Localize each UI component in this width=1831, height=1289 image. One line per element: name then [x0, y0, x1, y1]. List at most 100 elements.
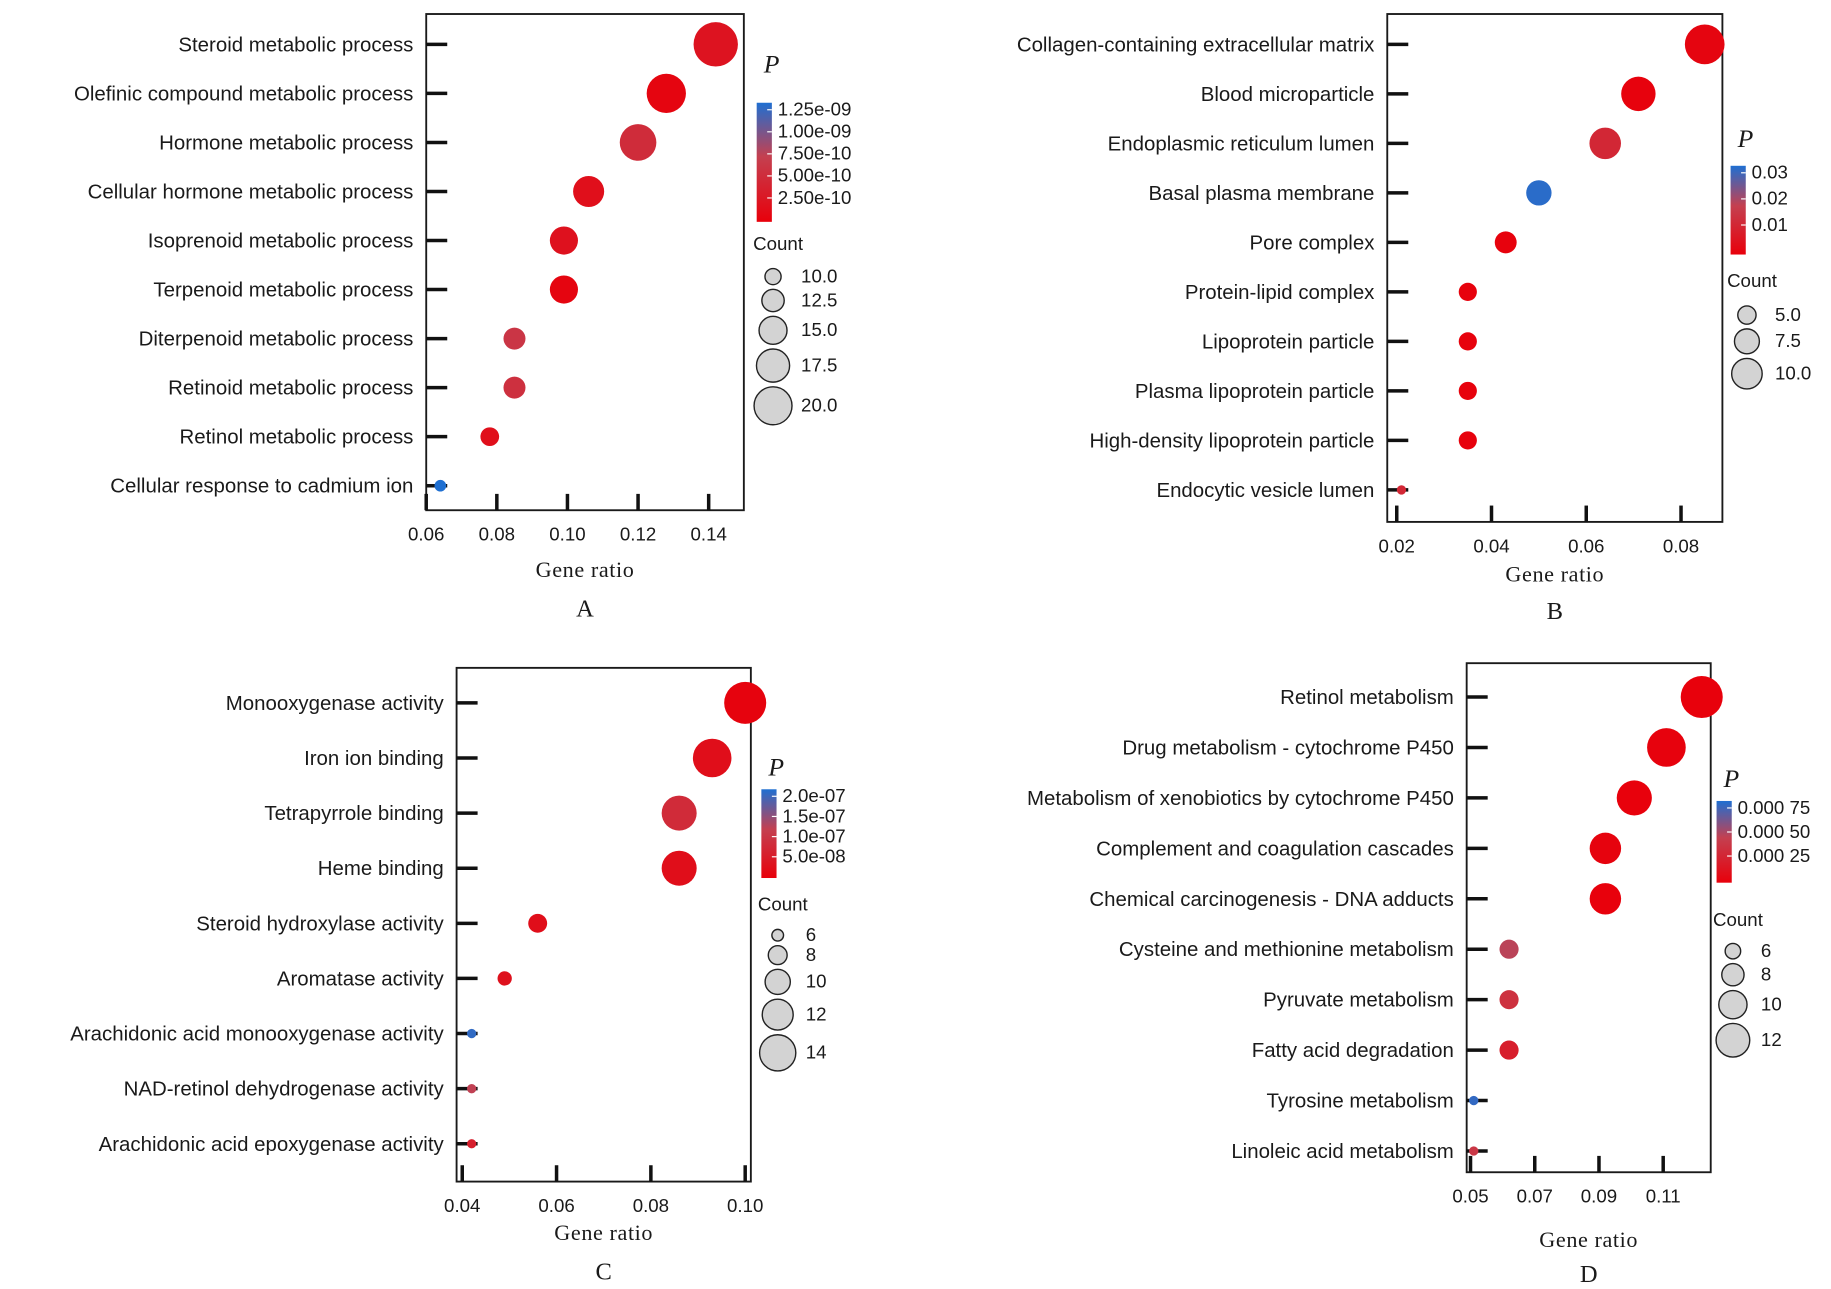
- category-label: Tetrapyrrole binding: [264, 803, 443, 825]
- data-point: [646, 73, 686, 114]
- plot-frame: [1386, 13, 1724, 523]
- x-axis-title: Gene ratio: [1505, 561, 1604, 586]
- data-point: [619, 124, 657, 161]
- data-point: [1458, 381, 1477, 400]
- size-legend-circle: [1733, 328, 1761, 355]
- x-tick-label: 0.08: [479, 524, 515, 545]
- size-legend: Count 68 10 12 14: [758, 894, 827, 1072]
- x-tick-label: 0.04: [444, 1195, 480, 1216]
- category-label: Basal plasma membrane: [1149, 183, 1375, 205]
- color-legend-label: 0.01: [1752, 214, 1788, 235]
- data-point: [692, 738, 732, 778]
- x-tick-label: 0.05: [1452, 1186, 1488, 1207]
- category-label: High-density lipoprotein particle: [1089, 430, 1374, 452]
- size-legend-label: 17.5: [801, 354, 837, 375]
- panel-a: Steroid metabolic process Olefinic compou…: [74, 13, 852, 622]
- size-legend-label: 12: [1761, 1029, 1782, 1050]
- y-axis: Retinol metabolism Drug metabolism - cyto…: [1027, 687, 1488, 1163]
- data-point: [1469, 1095, 1479, 1106]
- data-point: [724, 681, 767, 724]
- data-point: [1458, 332, 1477, 351]
- size-legend-circle: [758, 315, 788, 346]
- data-point: [661, 850, 697, 886]
- y-axis: Collagen-containing extracellular matrix…: [1017, 34, 1409, 502]
- data-point: [503, 327, 526, 350]
- data-point: [480, 427, 500, 447]
- color-legend-label: 1.25e-09: [778, 99, 852, 120]
- category-label: Collagen-containing extracellular matrix: [1017, 34, 1375, 56]
- data-point: [434, 479, 447, 492]
- category-label: Steroid metabolic process: [178, 34, 413, 56]
- y-axis: Monooxygenase activity Iron ion binding Te…: [70, 693, 478, 1156]
- data-point: [467, 1083, 477, 1094]
- data-point: [467, 1028, 477, 1039]
- category-label: Endoplasmic reticulum lumen: [1108, 133, 1375, 155]
- data-point: [1494, 231, 1517, 254]
- category-label: Endocytic vesicle lumen: [1156, 480, 1374, 502]
- x-axis: 0.06 0.08 0.10 0.12 0.14: [408, 493, 727, 545]
- size-legend-circle: [764, 968, 792, 996]
- category-label: Cysteine and methionine metabolism: [1119, 939, 1454, 961]
- color-bar: [1716, 800, 1732, 883]
- color-legend-title: P: [1737, 124, 1754, 153]
- x-tick-label: 0.04: [1473, 535, 1509, 556]
- color-legend-label: 5.00e-10: [778, 165, 852, 186]
- x-tick-label: 0.07: [1517, 1186, 1553, 1207]
- category-label: Fatty acid degradation: [1252, 1040, 1454, 1062]
- size-legend-title: Count: [1727, 270, 1778, 291]
- category-label: Cellular hormone metabolic process: [88, 181, 414, 203]
- size-legend-circle: [1724, 942, 1742, 960]
- size-legend: Count 6 8 10 12: [1713, 909, 1782, 1058]
- x-axis-title: Gene ratio: [1539, 1227, 1638, 1252]
- panel-b: Collagen-containing extracellular matrix…: [1017, 13, 1811, 625]
- data-point: [1458, 431, 1477, 450]
- y-axis: Steroid metabolic process Olefinic compou…: [74, 34, 448, 498]
- category-label: Heme binding: [318, 858, 444, 880]
- data-point: [1589, 883, 1622, 915]
- category-label: Monooxygenase activity: [226, 693, 445, 715]
- size-legend-circle: [1730, 357, 1763, 390]
- data-point: [467, 1139, 477, 1149]
- x-tick-label: 0.02: [1379, 535, 1415, 556]
- x-axis: 0.04 0.06 0.08 0.10: [444, 1165, 763, 1216]
- color-legend-label: 2.50e-10: [778, 187, 852, 208]
- data-point: [1647, 728, 1686, 767]
- panel-label: B: [1547, 598, 1563, 625]
- color-legend: P 0.03 0.02 0.01: [1730, 124, 1788, 255]
- size-legend-title: Count: [1713, 909, 1764, 930]
- size-legend-circle: [764, 267, 782, 286]
- category-label: Blood microparticle: [1201, 84, 1375, 106]
- size-legend-label: 20.0: [801, 395, 837, 416]
- data-points: [467, 681, 767, 1149]
- size-legend-label: 12.5: [801, 289, 837, 310]
- panels: Steroid metabolic process Olefinic compou…: [70, 13, 1811, 1288]
- color-legend-label: 0.02: [1752, 188, 1788, 209]
- size-legend-label: 8: [806, 944, 816, 965]
- size-legend-circle: [771, 928, 785, 942]
- x-tick-label: 0.06: [538, 1195, 574, 1216]
- category-label: NAD-retinol dehydrogenase activity: [124, 1079, 445, 1101]
- category-label: Diterpenoid metabolic process: [139, 329, 414, 351]
- color-legend-title: P: [767, 752, 784, 781]
- size-legend-label: 6: [1761, 940, 1771, 961]
- color-legend-label: 0.000 75: [1738, 797, 1811, 818]
- category-label: Arachidonic acid epoxygenase activity: [99, 1134, 445, 1156]
- data-point: [497, 971, 512, 986]
- size-legend-circle: [755, 348, 791, 383]
- x-tick-label: 0.06: [408, 524, 444, 545]
- color-legend: P 1.25e-091.00e-097.50e-105.00e-102.50e-1…: [756, 49, 852, 222]
- color-legend-label: 0.03: [1752, 162, 1788, 183]
- size-legend-circle: [1737, 305, 1757, 325]
- color-legend-title: P: [1723, 764, 1740, 793]
- color-bar: [756, 102, 772, 222]
- x-axis-title: Gene ratio: [554, 1220, 653, 1245]
- color-legend-title: P: [763, 49, 780, 78]
- size-legend-circle: [1721, 962, 1745, 987]
- size-legend-circle: [761, 288, 785, 313]
- category-label: Arachidonic acid monooxygenase activity: [70, 1024, 444, 1046]
- category-label: Terpenoid metabolic process: [153, 280, 413, 302]
- panel-label: D: [1580, 1261, 1598, 1288]
- size-legend-label: 10: [1761, 993, 1782, 1014]
- data-point: [1469, 1146, 1479, 1156]
